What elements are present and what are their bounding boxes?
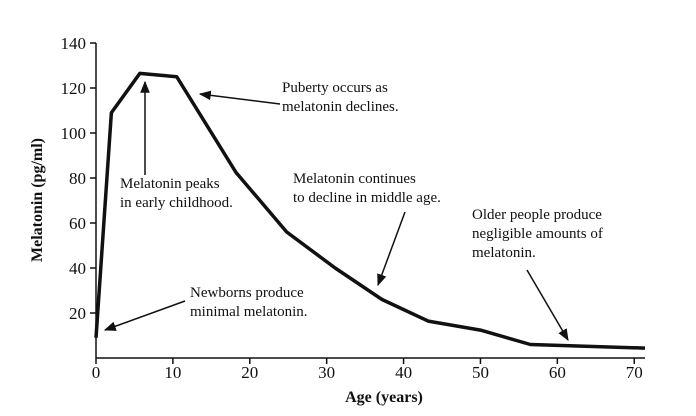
y-tick-label: 40 xyxy=(69,259,86,278)
annotation-arrow xyxy=(198,90,281,105)
y-tick-label: 80 xyxy=(69,169,86,188)
x-tick-label: 20 xyxy=(241,363,258,382)
x-tick-label: 40 xyxy=(395,363,412,382)
x-tick-label: 60 xyxy=(549,363,566,382)
x-axis-label: Age (years) xyxy=(345,389,423,406)
y-tick-label: 120 xyxy=(61,79,87,98)
y-axis-label: Melatonin (pg/ml) xyxy=(29,138,46,262)
annotation: negligible amounts of xyxy=(472,226,603,242)
annotation-arrow xyxy=(526,269,569,342)
x-tick-label: 50 xyxy=(472,363,489,382)
y-tick-label: 100 xyxy=(61,124,87,143)
y-tick-label: 20 xyxy=(69,304,86,323)
y-tick-label: 140 xyxy=(61,34,87,53)
annotation: Melatonin peaks xyxy=(120,176,220,192)
annotation: melatonin declines. xyxy=(282,99,399,115)
annotation: Melatonin continues xyxy=(293,171,416,187)
line xyxy=(94,71,646,350)
annotation: Older people produce xyxy=(472,207,602,223)
annotation: melatonin. xyxy=(472,245,536,261)
annotation-arrow xyxy=(103,300,186,331)
annotation: Puberty occurs as xyxy=(282,80,388,96)
y-tick-label: 60 xyxy=(69,214,86,233)
x-tick-label: 10 xyxy=(164,363,181,382)
annotation: Newborns produce xyxy=(190,285,304,301)
x-tick-label: 0 xyxy=(92,363,101,382)
annotation: in early childhood. xyxy=(120,195,233,211)
x-tick-label: 30 xyxy=(318,363,335,382)
annotation-arrow xyxy=(377,211,406,287)
x-tick-label: 70 xyxy=(626,363,643,382)
annotation: minimal melatonin. xyxy=(190,304,307,320)
annotation: to decline in middle age. xyxy=(293,190,441,206)
